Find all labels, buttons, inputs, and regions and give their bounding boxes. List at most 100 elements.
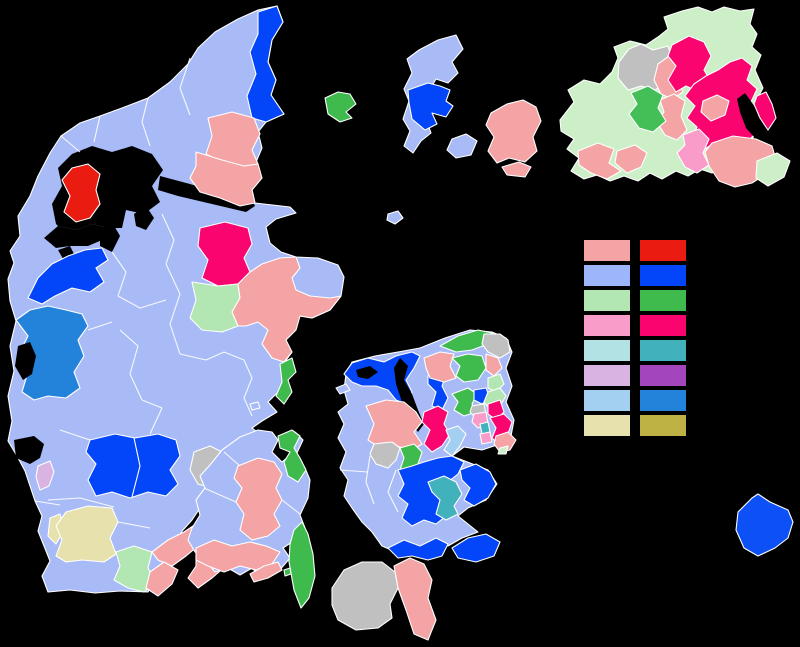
region-randers-aarhus — [231, 256, 342, 363]
inset-region-dragoer — [755, 152, 791, 187]
region-aeroe — [249, 561, 283, 583]
region-amager-tip — [497, 445, 509, 455]
border-line — [223, 351, 253, 417]
legend-swatch-row3-light — [584, 290, 630, 311]
region-morsoe — [61, 163, 101, 223]
border-line — [165, 263, 181, 355]
region-falster — [393, 557, 437, 641]
border-line — [203, 487, 237, 503]
inset-region-frederiksberg — [700, 94, 730, 122]
region-samsoe — [275, 357, 297, 405]
region-aalborg — [189, 151, 263, 207]
border-line — [223, 451, 241, 467]
border-line — [141, 399, 163, 435]
border-line — [365, 455, 375, 505]
ringkoebing-fjord — [14, 436, 44, 464]
municipal-border-lines — [34, 57, 253, 529]
jutland-group — [7, 5, 404, 597]
region-endelave — [249, 401, 261, 411]
region-roskilde — [421, 405, 451, 453]
mini-region-funen — [446, 133, 478, 159]
inset-region-salmon-sw — [577, 142, 622, 180]
legend-swatch-row7-dark — [640, 390, 686, 411]
limfjord-nissum-bredning — [44, 224, 108, 248]
border-line — [111, 251, 127, 297]
legend-swatch-row6-light — [584, 365, 630, 386]
border-line — [161, 213, 175, 265]
inset-region-magenta-east — [753, 91, 777, 131]
legend-swatch-row5-light — [584, 340, 630, 361]
region-toender — [55, 505, 119, 563]
border-line — [59, 429, 91, 441]
border-line — [117, 521, 151, 529]
region-laesoe — [324, 91, 357, 123]
region-bornholm — [735, 493, 794, 557]
region-sejeroe — [335, 383, 351, 395]
border-line — [34, 500, 61, 506]
inset-harbor-water — [737, 93, 762, 138]
funen-border-lines — [203, 451, 301, 515]
border-line-vejen-kolding — [131, 437, 141, 498]
legend-swatch-row5-dark — [640, 340, 686, 361]
region-greve-solroed — [443, 425, 467, 457]
legend-swatch-row4-dark — [640, 315, 686, 336]
region-fredensborg — [485, 353, 503, 377]
limfjord-skive-fjord — [100, 222, 120, 252]
legend-swatch-row2-light — [584, 265, 630, 286]
border-line — [119, 329, 143, 401]
region-holbaek — [365, 399, 423, 451]
region-helsingoer — [481, 333, 511, 359]
region-hvidovre-pink — [479, 431, 493, 445]
region-soroe — [369, 441, 401, 469]
border-line — [47, 497, 115, 508]
legend-swatch-row8-dark — [640, 415, 686, 436]
region-frederikshavn-coast-strip — [246, 5, 285, 123]
legend — [584, 240, 686, 436]
region-vejen-kolding — [85, 433, 181, 499]
legend-swatch-row1-dark — [640, 240, 686, 261]
region-amager — [493, 431, 517, 453]
border-line — [87, 321, 113, 331]
region-kerteminde — [277, 429, 307, 483]
legend-swatch-row1-light — [584, 240, 630, 261]
mini-region-lolland — [501, 161, 532, 178]
mini-region-map-group — [402, 34, 542, 178]
inset-region-salmon-s2 — [614, 144, 648, 174]
border-line — [117, 295, 167, 309]
south-islands-group — [331, 557, 437, 641]
legend-swatch-row8-light — [584, 415, 630, 436]
region-rebild-area — [197, 221, 253, 287]
funen-group — [187, 429, 316, 609]
legend-swatch-row4-light — [584, 315, 630, 336]
region-halsnaes — [423, 351, 457, 383]
border-line — [141, 97, 151, 147]
border-line — [179, 351, 225, 361]
region-langeland — [288, 521, 316, 609]
region-fanoe — [35, 460, 55, 491]
border-line — [281, 499, 301, 515]
legend-swatch-row6-dark — [640, 365, 686, 386]
region-faxe — [427, 475, 463, 521]
border-line — [387, 469, 399, 513]
zealand-group — [335, 329, 517, 563]
region-vordingborg — [387, 537, 449, 561]
legend-swatch-row3-dark — [640, 290, 686, 311]
legend-swatch-row7-light — [584, 390, 630, 411]
mini-region-zealand — [485, 99, 542, 164]
border-line — [179, 57, 191, 116]
region-sonderborg-main — [145, 561, 179, 597]
limfjord-hjarbaek-fjord — [134, 206, 154, 230]
region-struer-band — [27, 247, 109, 305]
odsherred-bay-water — [356, 366, 378, 379]
mini-region-midtjylland — [407, 82, 454, 131]
legend-swatch-row2-dark — [640, 265, 686, 286]
region-lolland — [331, 561, 399, 631]
border-line — [339, 469, 369, 473]
region-mariagerfjord — [189, 281, 241, 333]
region-anholt — [386, 210, 404, 225]
inset-region-green — [628, 85, 667, 133]
nissum-fjord-water — [15, 342, 36, 380]
border-line — [93, 115, 101, 143]
